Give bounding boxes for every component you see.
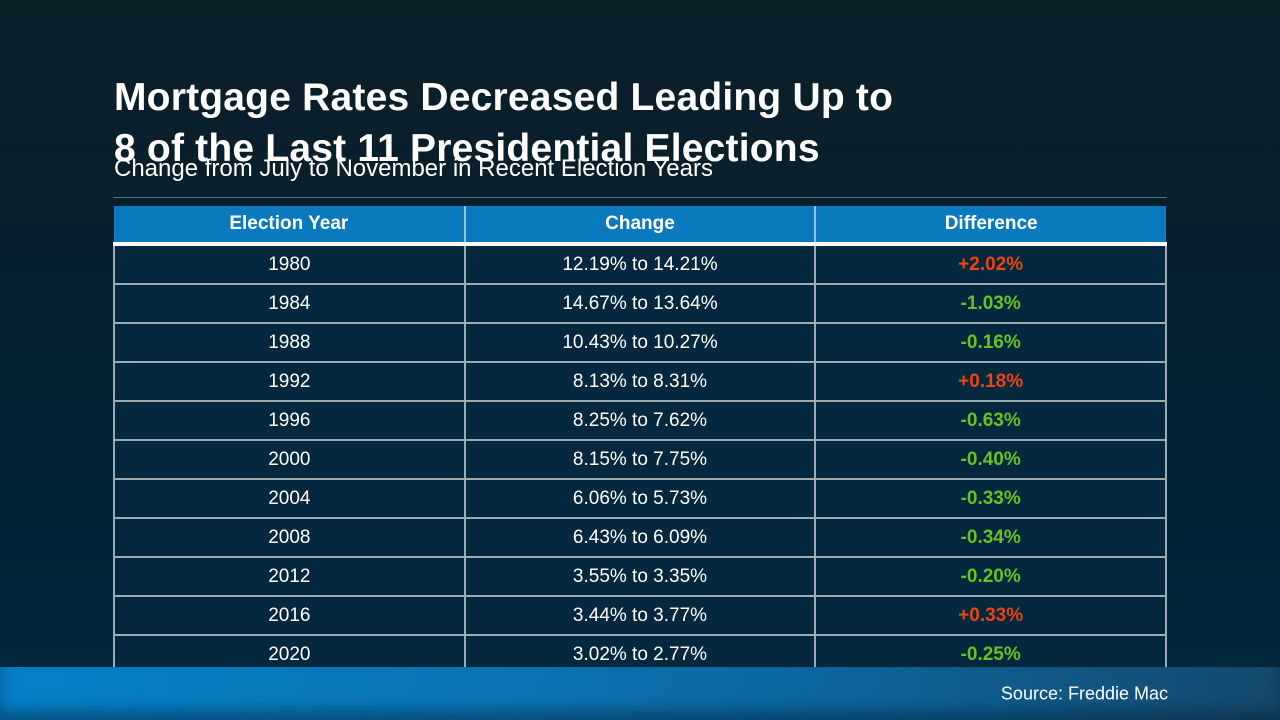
year-cell: 2000 [113, 439, 466, 480]
change-cell: 3.44% to 3.77% [463, 595, 817, 636]
footer-bar: Source: Freddie Mac [0, 667, 1280, 720]
table-row: 2008 6.43% to 6.09% -0.34% [113, 517, 1167, 558]
rates-table-container: Election Year Change Difference 1980 12.… [113, 197, 1167, 675]
table-row: 2000 8.15% to 7.75% -0.40% [113, 439, 1167, 480]
difference-cell: -0.16% [814, 322, 1167, 363]
header-cell-change: Change [463, 206, 816, 246]
year-cell: 1988 [113, 322, 466, 363]
year-cell: 1980 [113, 243, 466, 285]
difference-cell: -0.20% [814, 556, 1167, 597]
difference-cell: -1.03% [814, 283, 1167, 324]
year-cell: 2012 [113, 556, 466, 597]
header-cell-election-year: Election Year [114, 206, 465, 246]
election-rates-table: Election Year Change Difference 1980 12.… [113, 206, 1167, 675]
change-cell: 3.55% to 3.35% [463, 556, 817, 597]
table-row: 1988 10.43% to 10.27% -0.16% [113, 322, 1167, 363]
change-cell: 8.13% to 8.31% [463, 361, 817, 402]
difference-cell: -0.63% [814, 400, 1167, 441]
header-cell-difference: Difference [814, 206, 1166, 246]
change-cell: 14.67% to 13.64% [463, 283, 817, 324]
table-row: 1996 8.25% to 7.62% -0.63% [113, 400, 1167, 441]
table-row: 2004 6.06% to 5.73% -0.33% [113, 478, 1167, 519]
difference-cell: -0.33% [814, 478, 1167, 519]
year-cell: 2004 [113, 478, 466, 519]
difference-cell: -0.40% [814, 439, 1167, 480]
year-cell: 1992 [113, 361, 466, 402]
title-line-2: 8 of the Last 11 Presidential Elections [114, 127, 820, 171]
table-row: 1984 14.67% to 13.64% -1.03% [113, 283, 1167, 324]
page-subtitle: Change from July to November in Recent E… [114, 155, 713, 182]
difference-cell: -0.34% [814, 517, 1167, 558]
year-cell: 2008 [113, 517, 466, 558]
change-cell: 6.43% to 6.09% [463, 517, 817, 558]
year-cell: 1996 [113, 400, 466, 441]
table-row: 2012 3.55% to 3.35% -0.20% [113, 556, 1167, 597]
difference-cell: +2.02% [814, 243, 1167, 285]
table-row: 1980 12.19% to 14.21% +2.02% [113, 243, 1167, 285]
change-cell: 8.15% to 7.75% [463, 439, 817, 480]
page-title: Mortgage Rates Decreased Leading Up to 8… [114, 72, 893, 174]
change-cell: 10.43% to 10.27% [463, 322, 817, 363]
title-line-1: Mortgage Rates Decreased Leading Up to [114, 76, 894, 120]
table-header-row: Election Year Change Difference [114, 206, 1166, 246]
difference-cell: +0.18% [814, 361, 1167, 402]
table-row: 2016 3.44% to 3.77% +0.33% [113, 595, 1167, 636]
change-cell: 6.06% to 5.73% [463, 478, 817, 519]
year-cell: 1984 [113, 283, 466, 324]
year-cell: 2016 [113, 595, 466, 636]
difference-cell: +0.33% [814, 595, 1167, 636]
table-row: 1992 8.13% to 8.31% +0.18% [113, 361, 1167, 402]
change-cell: 12.19% to 14.21% [463, 243, 817, 285]
source-credit: Source: Freddie Mac [1000, 683, 1168, 703]
change-cell: 8.25% to 7.62% [463, 400, 817, 441]
